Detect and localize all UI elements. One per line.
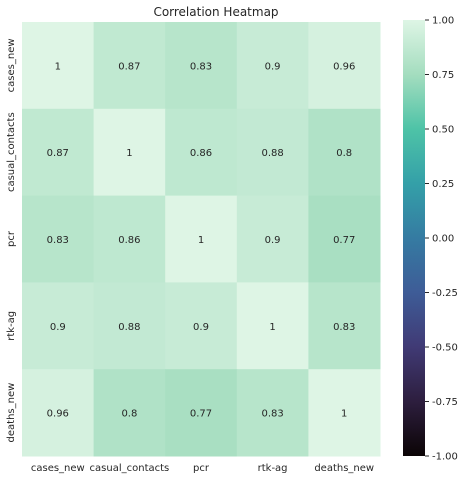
colorbar-tick-label: -1.00 xyxy=(432,452,458,463)
colorbar-tick-label: -0.50 xyxy=(432,343,458,354)
colorbar-tick-label: 0.50 xyxy=(432,125,454,136)
heatmap-cell xyxy=(165,195,238,283)
heatmap-cell xyxy=(236,22,309,110)
heatmap-cell xyxy=(236,369,309,457)
y-tick-label: deaths_new xyxy=(6,383,17,443)
cell-value-label: 0.83 xyxy=(47,235,69,246)
cell-value-label: 1 xyxy=(55,61,61,72)
heatmap-cell xyxy=(93,369,166,457)
colorbar-tick-label: 0.25 xyxy=(432,179,454,190)
colorbar-tick-label: 1.00 xyxy=(432,16,454,27)
heatmap-cell xyxy=(22,369,95,457)
x-tick-label: deaths_new xyxy=(314,463,374,474)
cell-value-label: 0.96 xyxy=(47,409,69,420)
heatmap-cell xyxy=(308,369,381,457)
y-tick-label: rtk-ag xyxy=(6,311,17,341)
cell-value-label: 0.83 xyxy=(333,322,355,333)
heatmap-cell xyxy=(236,195,309,283)
heatmap-cell xyxy=(308,22,381,110)
cell-value-label: 0.9 xyxy=(265,61,281,72)
cell-value-label: 0.96 xyxy=(333,61,355,72)
cell-value-label: 0.83 xyxy=(261,409,283,420)
heatmap-cell xyxy=(236,282,309,370)
colorbar-tick-label: -0.75 xyxy=(432,397,458,408)
heatmap-cell xyxy=(308,195,381,283)
heatmap-cell xyxy=(22,22,95,110)
cell-value-label: 0.8 xyxy=(336,148,352,159)
heatmap-cell xyxy=(165,369,238,457)
y-tick-label: pcr xyxy=(6,230,17,247)
x-tick-label: casual_contacts xyxy=(90,463,170,474)
heatmap-cell xyxy=(165,282,238,370)
cell-value-label: 1 xyxy=(198,235,204,246)
heatmap-cell xyxy=(165,22,238,110)
heatmap-cell xyxy=(22,195,95,283)
cell-value-label: 1 xyxy=(126,148,132,159)
heatmap-cell xyxy=(22,108,95,197)
heatmap-cell xyxy=(22,282,95,370)
cell-value-label: 0.83 xyxy=(190,61,212,72)
y-tick-label: cases_new xyxy=(6,38,17,92)
colorbar-ticks: -1.00 -0.75 -0.50 -0.25 0.00 0.25 0.50 0.75 1.00 xyxy=(425,16,458,463)
x-tick-label: cases_new xyxy=(31,463,85,474)
cell-value-label: 0.86 xyxy=(118,235,140,246)
heatmap-cell xyxy=(93,108,166,197)
heatmap-cells xyxy=(22,22,381,457)
cell-value-label: 0.77 xyxy=(190,409,212,420)
heatmap-cell xyxy=(165,108,238,197)
x-tick-labels: cases_new casual_contacts pcr rtk-ag deaths_… xyxy=(31,463,374,474)
heatmap-cell xyxy=(308,282,381,370)
cell-value-label: 0.87 xyxy=(47,148,69,159)
heatmap-cell xyxy=(93,282,166,370)
x-tick-label: pcr xyxy=(193,463,210,474)
cell-value-label: 0.77 xyxy=(333,235,355,246)
cell-value-label: 1 xyxy=(341,409,347,420)
heatmap-cell xyxy=(236,108,309,197)
cell-value-label: 0.9 xyxy=(265,235,281,246)
colorbar-tick-label: 0.00 xyxy=(432,234,454,245)
cell-value-label: 0.9 xyxy=(50,322,66,333)
cell-value-label: 0.9 xyxy=(193,322,209,333)
colorbar xyxy=(403,20,425,456)
heatmap-cell xyxy=(308,108,381,197)
chart-title: Correlation Heatmap xyxy=(153,5,278,19)
cell-value-label: 0.87 xyxy=(118,61,140,72)
cell-value-label: 0.8 xyxy=(121,409,137,420)
cell-value-label: 0.86 xyxy=(190,148,212,159)
colorbar-tick-label: 0.75 xyxy=(432,70,454,81)
cell-annotations: 1 0.87 0.83 0.9 0.96 0.87 1 0.86 0.88 0.8 0.83 0.86… xyxy=(47,61,356,419)
x-tick-label: rtk-ag xyxy=(258,463,288,474)
cell-value-label: 1 xyxy=(269,322,275,333)
cell-value-label: 0.88 xyxy=(261,148,283,159)
cell-value-label: 0.88 xyxy=(118,322,140,333)
y-tick-label: casual_contacts xyxy=(6,112,17,192)
heatmap-cell xyxy=(93,22,166,110)
colorbar-tick-label: -0.25 xyxy=(432,288,458,299)
heatmap-cell xyxy=(93,195,166,283)
